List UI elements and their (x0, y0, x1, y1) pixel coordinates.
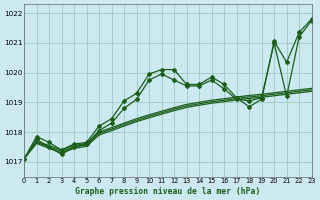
X-axis label: Graphe pression niveau de la mer (hPa): Graphe pression niveau de la mer (hPa) (75, 187, 260, 196)
